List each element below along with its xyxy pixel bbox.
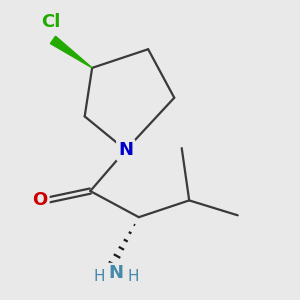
Text: Cl: Cl — [41, 13, 61, 31]
Text: H: H — [94, 269, 105, 284]
Polygon shape — [50, 36, 92, 68]
Text: N: N — [118, 141, 133, 159]
Text: N: N — [108, 264, 123, 282]
Text: O: O — [32, 191, 47, 209]
Text: H: H — [128, 269, 139, 284]
